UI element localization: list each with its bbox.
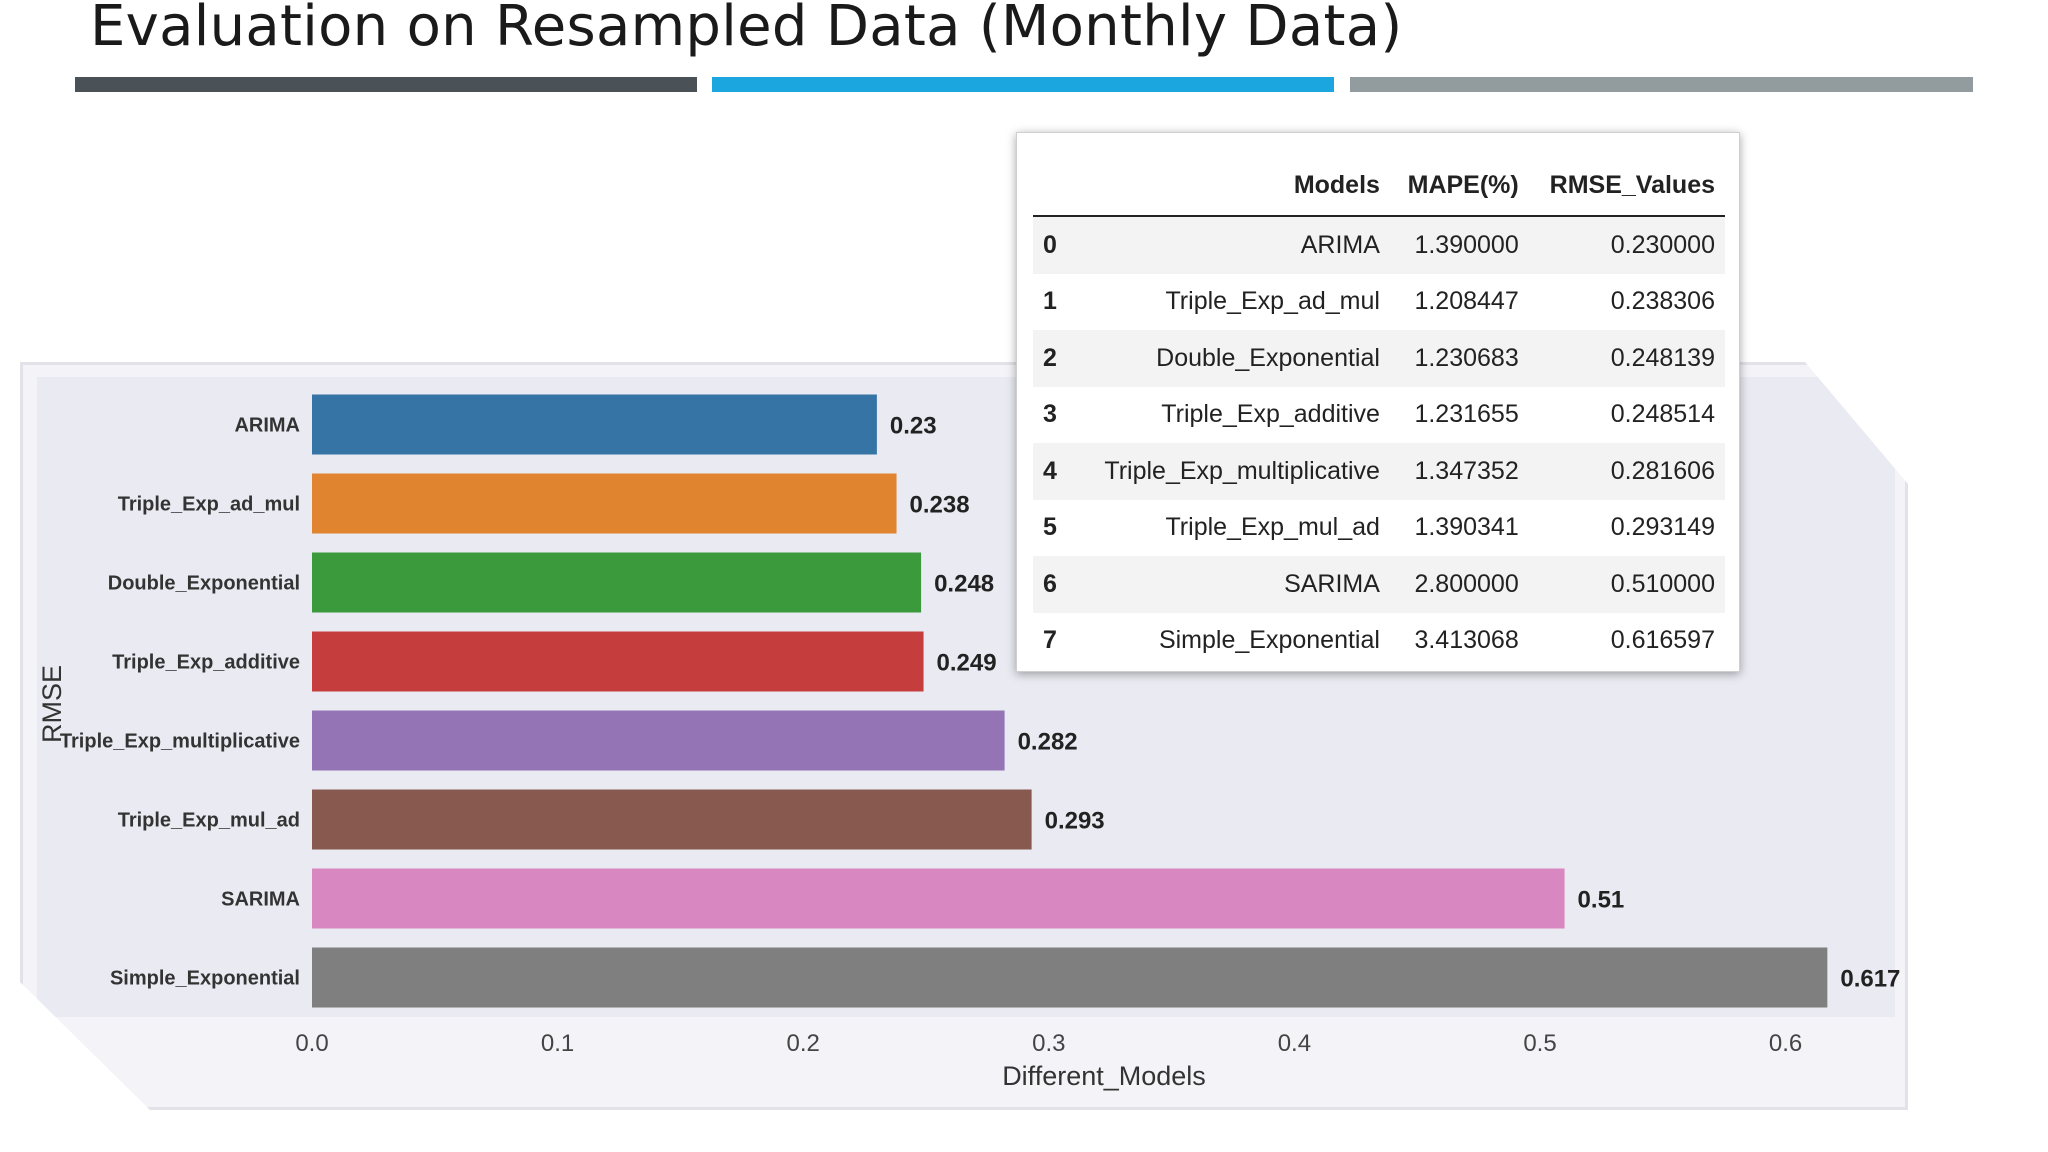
- row-index: 2: [1033, 330, 1077, 387]
- table-header-rmse: RMSE_Values: [1528, 155, 1725, 217]
- y-tick-label: Triple_Exp_mul_ad: [118, 810, 300, 832]
- table-row: 1 Triple_Exp_ad_mul 1.208447 0.238306: [1033, 274, 1725, 331]
- row-mape: 1.347352: [1389, 443, 1529, 500]
- table-row: 0 ARIMA 1.390000 0.230000: [1033, 216, 1725, 274]
- row-model: Triple_Exp_ad_mul: [1165, 287, 1380, 316]
- bar-Triple_Exp_multiplicative: [312, 710, 1005, 771]
- row-index: 3: [1043, 400, 1057, 429]
- row-model: Triple_Exp_additive: [1161, 400, 1380, 429]
- y-tick-label: Double_Exponential: [108, 573, 300, 595]
- row-index: 7: [1043, 626, 1057, 655]
- row-rmse: 0.248514: [1610, 400, 1715, 429]
- table-row: 5 Triple_Exp_mul_ad 1.390341 0.293149: [1033, 500, 1725, 557]
- bar-SARIMA: [312, 868, 1565, 929]
- x-axis-label: Different_Models: [1002, 1061, 1206, 1091]
- row-mape: 2.800000: [1389, 556, 1529, 613]
- slide-title: Evaluation on Resampled Data (Monthly Da…: [90, 0, 1403, 59]
- title-underline-blue: [712, 77, 1334, 92]
- data-label: 0.248: [934, 571, 994, 598]
- row-rmse: 0.230000: [1528, 216, 1725, 274]
- x-tick-label: 0.6: [1769, 1030, 1802, 1057]
- row-model: Simple_Exponential: [1158, 626, 1380, 655]
- x-tick-label: 0.5: [1523, 1030, 1556, 1057]
- y-tick-label: Triple_Exp_additive: [112, 652, 300, 674]
- table-header-models: Models: [1077, 155, 1390, 217]
- results-table-card: Models MAPE(%) RMSE_Values 0 ARIMA 1.390…: [1016, 132, 1740, 672]
- y-axis-label: RMSE: [37, 665, 67, 743]
- data-label: 0.51: [1578, 887, 1625, 914]
- bar-Double_Exponential: [312, 552, 922, 613]
- title-underline-gray: [1350, 77, 1973, 92]
- y-tick-label: ARIMA: [234, 415, 300, 437]
- row-model: Triple_Exp_multiplicative: [1077, 443, 1390, 500]
- row-index: 6: [1033, 556, 1077, 613]
- x-tick-label: 0.4: [1278, 1030, 1311, 1057]
- row-index: 5: [1043, 513, 1057, 542]
- bar-ARIMA: [312, 394, 877, 455]
- x-tick-label: 0.3: [1032, 1030, 1065, 1057]
- table-row: 4 Triple_Exp_multiplicative 1.347352 0.2…: [1033, 443, 1725, 500]
- x-tick-label: 0.0: [295, 1030, 328, 1057]
- row-model: ARIMA: [1077, 216, 1390, 274]
- row-index: 0: [1033, 216, 1077, 274]
- row-mape: 3.413068: [1414, 626, 1519, 655]
- row-rmse: 0.248139: [1528, 330, 1725, 387]
- row-mape: 1.390341: [1414, 513, 1519, 542]
- row-mape: 1.208447: [1414, 287, 1519, 316]
- row-mape: 1.231655: [1414, 400, 1519, 429]
- row-rmse: 0.293149: [1610, 513, 1715, 542]
- data-label: 0.293: [1045, 808, 1105, 835]
- x-tick-label: 0.2: [787, 1030, 820, 1057]
- row-mape: 1.230683: [1389, 330, 1529, 387]
- data-label: 0.23: [890, 413, 937, 440]
- data-label: 0.249: [937, 650, 997, 677]
- bar-Triple_Exp_additive: [312, 631, 924, 692]
- bar-Triple_Exp_ad_mul: [312, 473, 897, 534]
- row-index: 1: [1043, 287, 1057, 316]
- table-header-index: [1033, 155, 1077, 217]
- y-tick-label: Triple_Exp_multiplicative: [60, 731, 300, 753]
- row-index: 4: [1033, 443, 1077, 500]
- title-underline-dark: [75, 77, 697, 92]
- data-label: 0.238: [910, 492, 970, 519]
- bar-Triple_Exp_mul_ad: [312, 789, 1032, 850]
- results-table: Models MAPE(%) RMSE_Values 0 ARIMA 1.390…: [1033, 155, 1725, 669]
- table-row: 3 Triple_Exp_additive 1.231655 0.248514: [1033, 387, 1725, 444]
- row-model: SARIMA: [1077, 556, 1390, 613]
- row-rmse: 0.510000: [1528, 556, 1725, 613]
- data-label: 0.282: [1018, 729, 1078, 756]
- y-tick-label: Simple_Exponential: [110, 968, 300, 990]
- table-row: 2 Double_Exponential 1.230683 0.248139: [1033, 330, 1725, 387]
- y-tick-label: SARIMA: [221, 889, 300, 911]
- row-model: Double_Exponential: [1077, 330, 1390, 387]
- row-rmse: 0.281606: [1528, 443, 1725, 500]
- table-row: 6 SARIMA 2.800000 0.510000: [1033, 556, 1725, 613]
- row-rmse: 0.616597: [1610, 626, 1715, 655]
- row-model: Triple_Exp_mul_ad: [1165, 513, 1380, 542]
- table-header-row: Models MAPE(%) RMSE_Values: [1033, 155, 1725, 217]
- x-tick-label: 0.1: [541, 1030, 574, 1057]
- row-mape: 1.390000: [1389, 216, 1529, 274]
- bar-Simple_Exponential: [312, 947, 1828, 1008]
- table-row: 7 Simple_Exponential 3.413068 0.616597: [1033, 613, 1725, 670]
- data-label: 0.617: [1840, 966, 1900, 993]
- y-tick-label: Triple_Exp_ad_mul: [118, 494, 300, 516]
- table-header-mape: MAPE(%): [1389, 155, 1529, 217]
- row-rmse: 0.238306: [1610, 287, 1715, 316]
